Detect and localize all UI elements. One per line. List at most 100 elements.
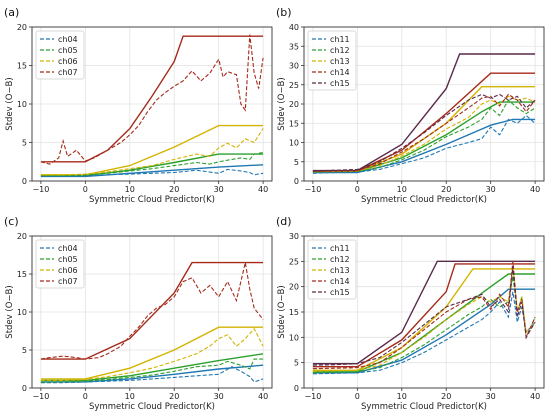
legend-box [35, 30, 85, 80]
y-axis-label: Stdev (O−B) [277, 285, 287, 338]
legend-label-ch12: ch12 [330, 46, 350, 55]
x-tick-label: −10 [32, 392, 49, 401]
legend-label-ch15: ch15 [330, 288, 350, 297]
x-tick-label: 0 [355, 392, 360, 401]
y-tick-label: 30 [289, 232, 299, 241]
x-axis-label: Symmetric Cloud Predictor(K) [361, 402, 487, 412]
y-tick-label: 25 [289, 257, 299, 266]
series-obs-ch04 [40, 366, 264, 384]
y-tick-label: 0 [22, 177, 27, 186]
series-obs-ch12 [312, 276, 536, 374]
series-obs-ch12 [312, 99, 536, 173]
legend-box [35, 239, 85, 289]
legend: ch11 ch12 ch13 ch14 ch15 [307, 30, 357, 91]
y-tick-label: 20 [17, 23, 27, 32]
x-tick-label: 40 [258, 392, 268, 401]
legend: ch04 ch05 ch06 ch07 [35, 30, 85, 80]
legend: ch04 ch05 ch06 ch07 [35, 239, 85, 289]
x-tick-label: 0 [355, 185, 360, 194]
y-tick-label: 10 [17, 308, 27, 317]
y-tick-label: 30 [289, 62, 299, 71]
series-obs-ch07 [40, 34, 264, 165]
x-tick-label: 40 [530, 392, 540, 401]
y-tick-label: 5 [22, 346, 27, 355]
x-axis-label: Symmetric Cloud Predictor(K) [361, 195, 487, 205]
series-fit-ch06 [40, 326, 264, 380]
plot-area [40, 261, 264, 384]
y-tick-label: 0 [294, 384, 299, 393]
y-tick-label: 15 [289, 119, 299, 128]
x-tick-label: 0 [83, 185, 88, 194]
x-tick-label: −10 [32, 185, 49, 194]
series-fit-ch07 [40, 35, 264, 163]
y-tick-label: 20 [17, 232, 27, 241]
legend-label-ch13: ch13 [330, 266, 350, 275]
series-fit-ch07 [40, 261, 264, 360]
panel-label: (c) [4, 215, 19, 228]
panel-label: (a) [4, 6, 19, 19]
legend-label-ch05: ch05 [58, 255, 78, 264]
y-tick-label: 40 [289, 23, 299, 32]
x-tick-label: 0 [83, 392, 88, 401]
y-tick-label: 35 [289, 42, 299, 51]
legend-label-ch07: ch07 [58, 277, 78, 286]
series-obs-ch13 [312, 95, 536, 173]
y-tick-label: 0 [294, 177, 299, 186]
series-obs-ch05 [40, 151, 264, 177]
y-axis-label: Stdev (O−B) [277, 77, 287, 130]
series-fit-ch13 [312, 85, 536, 172]
x-tick-label: 30 [486, 392, 496, 401]
series-obs-ch15 [312, 93, 536, 172]
legend-label-ch14: ch14 [330, 277, 350, 286]
x-tick-label: 10 [125, 185, 135, 194]
series-fit-ch06 [40, 124, 264, 176]
series-obs-ch11 [312, 291, 536, 375]
plot-area [312, 53, 536, 174]
legend-label-ch12: ch12 [330, 255, 350, 264]
x-axis-label: Symmetric Cloud Predictor(K) [89, 195, 215, 205]
y-tick-label: 5 [294, 359, 299, 368]
x-tick-label: 20 [441, 392, 451, 401]
legend-label-ch13: ch13 [330, 57, 350, 66]
legend-label-ch06: ch06 [58, 57, 78, 66]
series-obs-ch07 [40, 262, 264, 360]
y-tick-label: 10 [17, 100, 27, 109]
series-fit-ch14 [312, 263, 536, 368]
plot-area [40, 34, 264, 178]
series-obs-ch05 [40, 358, 264, 383]
x-tick-label: 30 [214, 392, 224, 401]
legend-label-ch05: ch05 [58, 46, 78, 55]
x-axis-label: Symmetric Cloud Predictor(K) [89, 402, 215, 412]
x-tick-label: 40 [530, 185, 540, 194]
y-tick-label: 10 [289, 333, 299, 342]
x-tick-label: 20 [441, 185, 451, 194]
legend-label-ch11: ch11 [330, 244, 350, 253]
legend-label-ch11: ch11 [330, 35, 350, 44]
plot-area [312, 260, 536, 375]
y-tick-label: 15 [289, 308, 299, 317]
series-obs-ch14 [312, 261, 536, 370]
series-obs-ch11 [312, 114, 536, 174]
legend-label-ch15: ch15 [330, 79, 350, 88]
series-fit-ch15 [312, 260, 536, 365]
legend-label-ch07: ch07 [58, 68, 78, 77]
legend-label-ch14: ch14 [330, 68, 350, 77]
panel-label: (d) [276, 215, 292, 228]
y-tick-label: 20 [289, 100, 299, 109]
y-tick-label: 10 [289, 139, 299, 148]
y-axis-label: Stdev (O−B) [5, 285, 15, 338]
series-obs-ch13 [312, 266, 536, 372]
legend-label-ch06: ch06 [58, 266, 78, 275]
y-tick-label: 25 [289, 81, 299, 90]
x-tick-label: 20 [169, 185, 179, 194]
x-tick-label: −10 [304, 185, 321, 194]
y-tick-label: 20 [289, 283, 299, 292]
x-tick-label: 10 [397, 392, 407, 401]
legend: ch11 ch12 ch13 ch14 ch15 [307, 239, 357, 300]
legend-label-ch04: ch04 [58, 244, 78, 253]
y-axis-label: Stdev (O−B) [5, 77, 15, 130]
x-tick-label: 10 [125, 392, 135, 401]
